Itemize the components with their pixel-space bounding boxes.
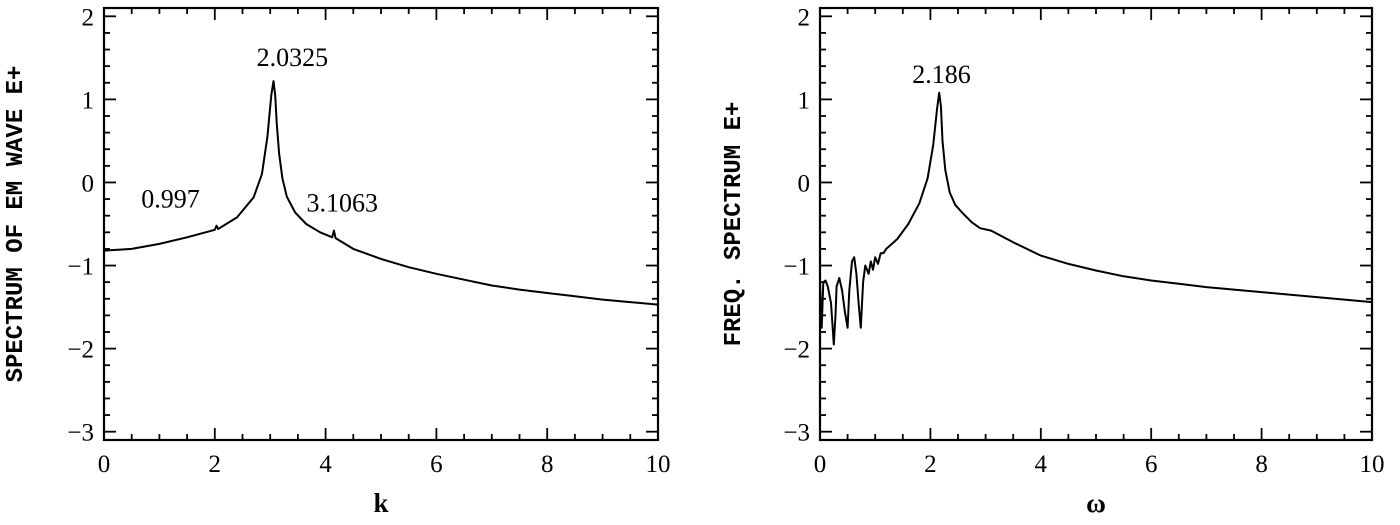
- peak-annotation: 3.1063: [306, 189, 378, 218]
- y-axis-label: SPECTRUM OF EM WAVE E+: [3, 66, 30, 383]
- x-axis-label: ω: [1086, 488, 1106, 518]
- x-tick-label: 2: [209, 451, 222, 478]
- plot-frame: [102, 6, 660, 442]
- y-axis-label: FREQ. SPECTRUM E+: [721, 102, 748, 347]
- x-tick-label: 4: [1035, 451, 1048, 478]
- x-tick-label: 4: [319, 451, 332, 478]
- x-tick-label: 10: [1360, 451, 1385, 478]
- x-axis-label: k: [373, 488, 388, 518]
- y-tick-label: 1: [798, 87, 811, 114]
- y-tick-label: 2: [82, 4, 95, 31]
- series-line: [103, 80, 659, 306]
- series-line: [819, 91, 1373, 346]
- y-tick-label: 2: [798, 4, 811, 31]
- x-tick-label: 0: [98, 451, 111, 478]
- x-tick-label: 6: [1145, 451, 1158, 478]
- x-tick-label: 0: [814, 451, 827, 478]
- x-tick-label: 8: [1255, 451, 1268, 478]
- peak-annotation: 2.0325: [257, 43, 329, 72]
- x-tick-label: 8: [541, 451, 554, 478]
- y-tick-label: 1: [82, 87, 95, 114]
- y-tick-label: −2: [67, 337, 94, 364]
- y-tick-label: −2: [783, 337, 810, 364]
- y-tick-label: 0: [798, 170, 811, 197]
- y-tick-label: −1: [783, 254, 810, 281]
- plot-frame: [818, 6, 1374, 442]
- x-tick-label: 2: [924, 451, 937, 478]
- y-tick-label: −3: [67, 420, 94, 447]
- peak-annotation: 0.997: [141, 184, 200, 213]
- y-tick-label: −1: [67, 254, 94, 281]
- y-tick-label: 0: [82, 170, 95, 197]
- peak-annotation: 2.186: [912, 60, 971, 89]
- x-tick-label: 6: [430, 451, 443, 478]
- y-tick-label: −3: [783, 420, 810, 447]
- x-tick-label: 10: [646, 451, 671, 478]
